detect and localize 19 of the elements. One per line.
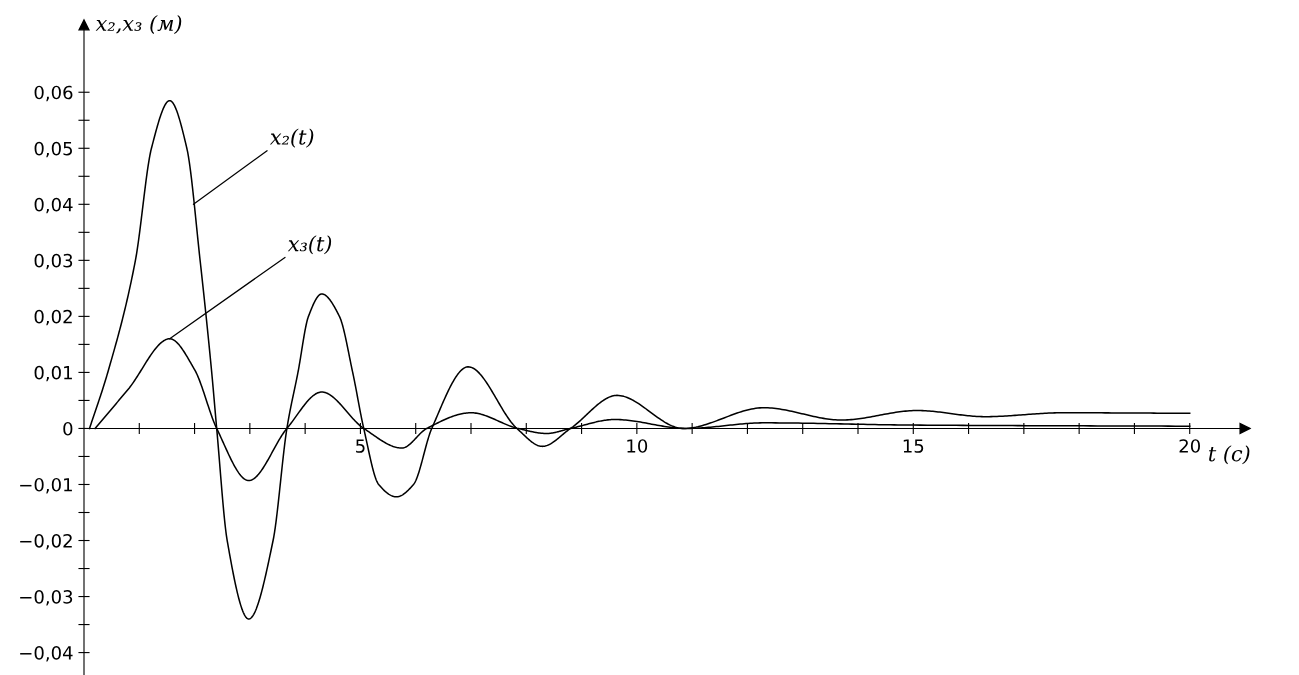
y-tick-label: 0,01 bbox=[34, 365, 72, 382]
x-tick-label: 5 bbox=[356, 439, 365, 453]
y-tick-label: 0 bbox=[63, 421, 73, 436]
y-tick-label: 0,02 bbox=[34, 309, 72, 326]
x-tick-label: 10 bbox=[627, 439, 648, 453]
y-tick-label: 0,05 bbox=[34, 141, 73, 158]
y-tick-label: −0,03 bbox=[20, 590, 73, 606]
y-tick-label: 0,04 bbox=[34, 197, 73, 214]
y-tick-label: 0,06 bbox=[34, 85, 73, 102]
x-axis-title: t (с) bbox=[1208, 445, 1250, 465]
y-tick-label: −0,02 bbox=[20, 533, 72, 550]
y-tick-label: −0,04 bbox=[20, 646, 73, 662]
x-tick-label: 20 bbox=[1179, 439, 1200, 453]
y-axis-title: x₂,x₃ (м) bbox=[95, 14, 182, 34]
annotation: x₃(t) bbox=[287, 235, 332, 255]
y-tick-label: −0,01 bbox=[20, 477, 72, 494]
y-tick-label: 0,03 bbox=[34, 253, 73, 270]
annotation: x₂(t) bbox=[269, 128, 314, 148]
x-tick-label: 15 bbox=[903, 439, 924, 453]
